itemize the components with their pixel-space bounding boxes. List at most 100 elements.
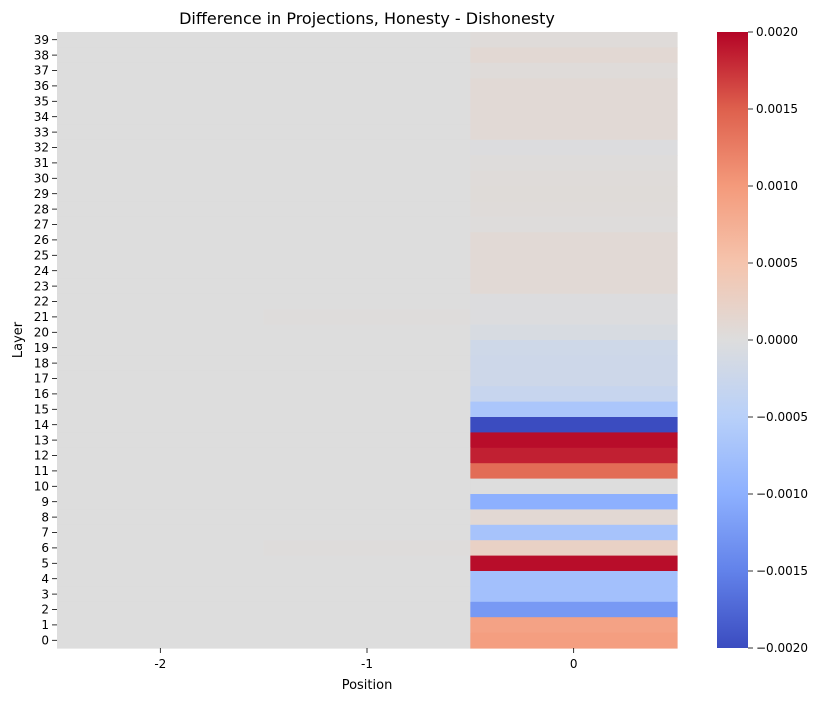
heatmap-cell <box>57 340 265 356</box>
heatmap-cell <box>263 447 471 464</box>
heatmap-cell <box>470 170 678 187</box>
heatmap-cell <box>57 32 265 48</box>
heatmap-cell <box>470 139 678 156</box>
y-tick-label: 13 <box>34 433 49 447</box>
heatmap-cell <box>263 617 471 634</box>
y-tick-label: 38 <box>34 48 49 62</box>
heatmap-cell <box>263 139 471 156</box>
heatmap-cell <box>470 155 678 172</box>
colorbar-tick-label: 0.0010 <box>756 179 798 193</box>
y-tick-label: 14 <box>34 418 49 432</box>
y-tick-label: 32 <box>34 141 49 155</box>
y-tick-label: 25 <box>34 249 49 263</box>
heatmap-cell <box>263 263 471 279</box>
heatmap-cell <box>470 555 678 572</box>
y-tick-label: 39 <box>34 33 49 47</box>
heatmap-cell <box>263 216 471 233</box>
heatmap-cell <box>57 109 265 125</box>
colorbar-ticks: 0.0020 0.0015 0.0010 0.0005 0.0000 −0.0005 −0.… <box>748 25 808 655</box>
heatmap-cell <box>263 417 471 433</box>
heatmap-cell <box>470 417 678 433</box>
colorbar-tick-label: −0.0005 <box>756 410 808 424</box>
heatmap-cell <box>470 186 678 202</box>
y-tick-label: 34 <box>34 110 49 124</box>
heatmap-cell <box>470 463 678 480</box>
heatmap-cell <box>57 309 265 326</box>
heatmap-cell <box>263 586 471 603</box>
heatmap-cell <box>470 386 678 403</box>
heatmap-cell <box>57 263 265 279</box>
heatmap-cell <box>57 139 265 156</box>
heatmap-cell <box>57 401 265 418</box>
y-tick-label: 11 <box>34 464 49 478</box>
heatmap-cell <box>470 571 678 587</box>
heatmap-cell <box>57 216 265 233</box>
heatmap-cells <box>57 32 678 649</box>
colorbar-tick-label: 0.0020 <box>756 25 798 39</box>
heatmap-cell <box>57 124 265 141</box>
heatmap-cell <box>57 93 265 110</box>
heatmap-cell <box>263 401 471 418</box>
y-tick-label: 2 <box>41 603 49 617</box>
heatmap-cell <box>263 524 471 541</box>
heatmap-cell <box>263 232 471 249</box>
heatmap-cell <box>57 386 265 403</box>
heatmap-cell <box>470 78 678 95</box>
heatmap-cell <box>263 340 471 356</box>
y-tick-label: 0 <box>41 634 49 648</box>
heatmap-cell <box>470 617 678 634</box>
heatmap-cell <box>57 555 265 572</box>
heatmap-cell <box>470 93 678 110</box>
y-tick-label: 33 <box>34 125 49 139</box>
heatmap-cell <box>470 216 678 233</box>
heatmap-cell <box>57 155 265 172</box>
heatmap-cell <box>57 293 265 310</box>
y-tick-label: 23 <box>34 279 49 293</box>
x-axis-label: Position <box>342 678 393 693</box>
heatmap-cell <box>470 293 678 310</box>
heatmap-cell <box>57 47 265 64</box>
y-tick-label: 8 <box>41 510 49 524</box>
heatmap-cell <box>57 586 265 603</box>
heatmap-cell <box>57 324 265 341</box>
heatmap-cell <box>57 447 265 464</box>
heatmap-cell <box>263 601 471 618</box>
heatmap-cell <box>470 32 678 48</box>
heatmap-cell <box>470 540 678 557</box>
colorbar-tick-label: −0.0015 <box>756 564 808 578</box>
y-tick-label: 30 <box>34 172 49 186</box>
heatmap-cell <box>57 540 265 557</box>
y-tick-label: 5 <box>41 557 49 571</box>
heatmap-cell <box>470 124 678 141</box>
y-tick-label: 10 <box>34 480 49 494</box>
y-tick-label: 9 <box>41 495 49 509</box>
heatmap-cell <box>263 278 471 295</box>
heatmap-cell <box>263 632 471 649</box>
y-tick-label: 6 <box>41 541 49 555</box>
heatmap-cell <box>57 632 265 649</box>
x-tick-label: -1 <box>361 657 373 671</box>
heatmap-cell <box>470 247 678 264</box>
y-tick-label: 29 <box>34 187 49 201</box>
heatmap-cell <box>263 62 471 79</box>
colorbar-tick-label: 0.0015 <box>756 102 798 116</box>
heatmap-cell <box>57 494 265 510</box>
heatmap-cell <box>263 293 471 310</box>
heatmap-cell <box>470 47 678 64</box>
colorbar <box>717 32 748 648</box>
heatmap-cell <box>57 355 265 372</box>
y-tick-label: 19 <box>34 341 49 355</box>
heatmap-cell <box>57 601 265 618</box>
heatmap-cell <box>263 540 471 557</box>
heatmap-cell <box>263 155 471 172</box>
heatmap-cell <box>470 401 678 418</box>
heatmap-cell <box>57 524 265 541</box>
chart-title: Difference in Projections, Honesty - Dis… <box>179 9 555 28</box>
y-tick-label: 3 <box>41 587 49 601</box>
heatmap-cell <box>470 355 678 372</box>
y-tick-label: 20 <box>34 326 49 340</box>
heatmap-cell <box>470 370 678 387</box>
y-tick-label: 22 <box>34 295 49 309</box>
y-tick-label: 7 <box>41 526 49 540</box>
